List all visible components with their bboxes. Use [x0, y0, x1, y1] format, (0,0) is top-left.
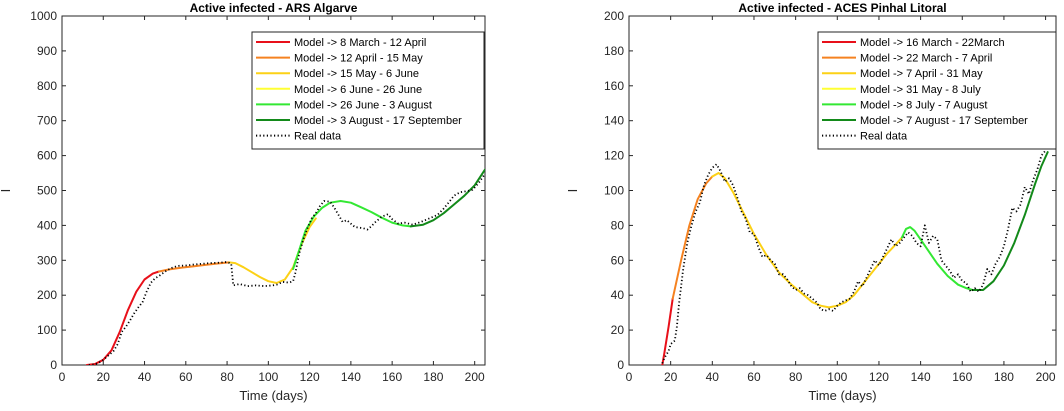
y-tick-label: 160	[604, 79, 624, 93]
x-axis-label: Time (days)	[808, 388, 876, 403]
y-tick-label: 120	[604, 149, 624, 163]
legend-entry: Model -> 7 April - 31 May	[860, 68, 983, 80]
series-line	[671, 175, 714, 300]
legend-entry: Real data	[294, 131, 342, 143]
y-tick-label: 400	[37, 218, 57, 232]
legend-entry: Model -> 8 March - 12 April	[294, 37, 426, 49]
x-tick-label: 120	[300, 370, 320, 384]
legend-box	[251, 31, 485, 150]
x-tick-label: 200	[465, 370, 485, 384]
x-tick-label: 100	[827, 370, 847, 384]
y-tick-label: 100	[37, 323, 57, 337]
y-tick-label: 900	[37, 44, 57, 58]
legend-entry: Model -> 31 May - 8 July	[860, 84, 981, 96]
series-line	[661, 149, 1047, 364]
y-tick-label: 0	[617, 358, 624, 372]
chart-2: 0 20 40 60 80 100 120 140 160 180 200 0 20 40 60 80 100 1…	[565, 1, 1057, 403]
series-line	[409, 168, 485, 228]
y-tick-label: 0	[50, 358, 57, 372]
y-tick-label: 60	[611, 253, 625, 267]
y-tick-label: 500	[37, 184, 57, 198]
y-tick-label: 80	[611, 218, 625, 232]
chart-1: 0 20 40 60 80 100 120 140 160 180 200 0 100 200 300 400…	[0, 1, 486, 403]
x-tick-label: 20	[97, 370, 111, 384]
x-axis-label: Time (days)	[239, 388, 307, 403]
x-tick-label: 180	[423, 370, 443, 384]
x-tick-label: 80	[220, 370, 234, 384]
y-tick-label: 100	[604, 184, 624, 198]
legend-entry: Model -> 16 March - 22March	[860, 37, 1005, 49]
x-tick-label: 0	[59, 370, 66, 384]
x-tick-label: 200	[1036, 370, 1056, 384]
x-tick-label: 40	[706, 370, 720, 384]
legend-entry: Model -> 15 May - 6 June	[294, 68, 419, 80]
y-tick-label: 300	[37, 253, 57, 267]
y-tick-label: 200	[604, 9, 624, 23]
x-tick-label: 140	[341, 370, 361, 384]
y-tick-label: 1000	[30, 9, 57, 23]
x-tick-label: 60	[747, 370, 761, 384]
legend: Model -> 16 March - 22March Model -> 22 M…	[817, 31, 1057, 150]
series-line	[900, 226, 974, 291]
legend-entry: Model -> 3 August - 17 September	[294, 115, 462, 127]
x-tick-label: 120	[869, 370, 889, 384]
series-line	[971, 151, 1049, 291]
legend-entry: Real data	[860, 131, 908, 143]
y-tick-label: 40	[611, 288, 625, 302]
legend-entry: Model -> 26 June - 3 August	[294, 99, 432, 111]
legend-entry: Model -> 6 June - 26 June	[294, 84, 422, 96]
y-tick-label: 800	[37, 79, 57, 93]
y-tick-label: 700	[37, 114, 57, 128]
series-line	[711, 172, 903, 309]
chart-title: Active infected - ACES Pinhal Litoral	[738, 1, 946, 15]
y-tick-label: 600	[37, 149, 57, 163]
x-tick-label: 140	[911, 370, 931, 384]
x-tick-label: 0	[626, 370, 633, 384]
x-tick-label: 40	[138, 370, 152, 384]
y-tick-label: 20	[611, 323, 625, 337]
legend-entry: Model -> 7 August - 17 September	[860, 115, 1028, 127]
x-tick-label: 80	[789, 370, 803, 384]
y-tick-label: 200	[37, 288, 57, 302]
y-tick-label: 180	[604, 44, 624, 58]
x-tick-label: 100	[258, 370, 278, 384]
y-tick-label: 140	[604, 114, 624, 128]
y-axis-label: I	[565, 189, 580, 193]
x-tick-label: 20	[664, 370, 678, 384]
x-tick-label: 160	[952, 370, 972, 384]
legend-entry: Model -> 12 April - 15 May	[294, 53, 423, 65]
chart-title: Active infected - ARS Algarve	[190, 1, 358, 15]
x-tick-label: 160	[382, 370, 402, 384]
x-tick-label: 180	[994, 370, 1014, 384]
legend-box	[817, 31, 1057, 150]
legend-entry: Model -> 22 March - 7 April	[860, 53, 992, 65]
legend-entry: Model -> 8 July - 7 August	[860, 99, 987, 111]
x-tick-label: 60	[179, 370, 193, 384]
legend: Model -> 8 March - 12 April Model -> 12 A…	[251, 31, 485, 150]
y-axis-label: I	[0, 189, 13, 193]
